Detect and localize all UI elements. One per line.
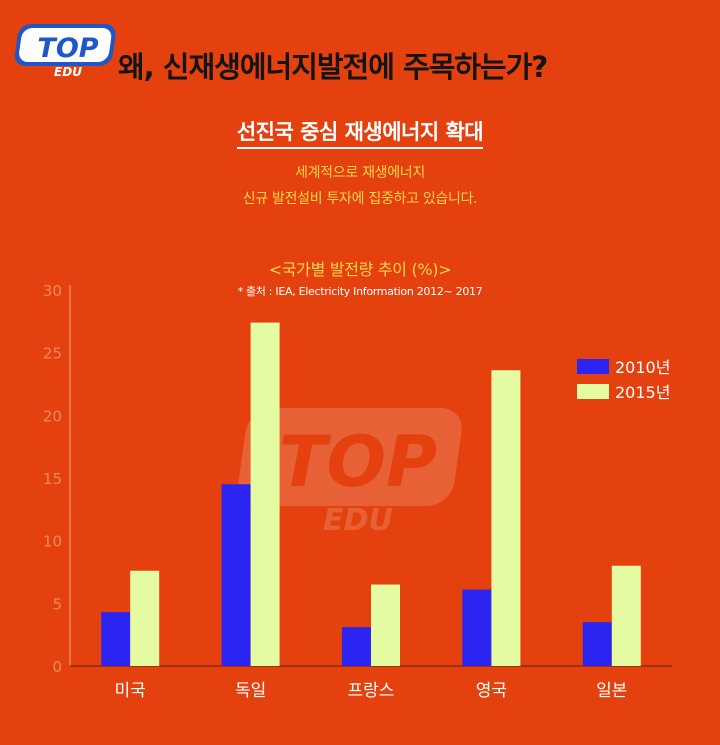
bar-2010년-일본 (582, 622, 612, 666)
section-title-text: 선진국 중심 재생에너지 확대 (236, 120, 484, 149)
bar-2010년-미국 (101, 612, 131, 666)
legend-swatch-2010년 (577, 359, 609, 374)
bar-2015년-프랑스 (371, 584, 400, 666)
section-description-line-2: 신규 발전설비 투자에 집중하고 있습니다. (242, 191, 478, 207)
logo-shape (14, 24, 116, 66)
legend-label: 2010년 (615, 358, 670, 377)
chart-source: * 출처 : IEA, Electricity Information 2012… (237, 285, 483, 298)
y-tick-label: 15 (43, 470, 62, 488)
logo-subtext: EDU (54, 65, 82, 79)
y-tick-label: 10 (43, 533, 62, 551)
page-title: 왜, 신재생에너지발전에 주목하는가? (118, 50, 548, 84)
watermark-text: TOP (279, 421, 438, 503)
legend-swatch-2015년 (577, 384, 609, 399)
x-tick-label: 독일 (235, 681, 266, 701)
section-description-line-1: 세계적으로 재생에너지 (295, 165, 425, 181)
bar-2015년-영국 (491, 370, 521, 666)
logo-text: TOP (37, 33, 98, 64)
y-tick-label: 20 (43, 407, 62, 425)
chart-title: <국가별 발전량 추이 (%)> (268, 260, 452, 279)
x-tick-label: 영국 (476, 681, 507, 701)
section-title: 선진국 중심 재생에너지 확대 (0, 116, 720, 149)
watermark-logo: TOP EDU (238, 408, 462, 535)
x-tick-label: 프랑스 (348, 681, 395, 701)
bar-2015년-독일 (250, 322, 280, 666)
bar-2015년-미국 (130, 570, 160, 666)
x-tick-label: 미국 (115, 681, 146, 701)
bar-2010년-프랑스 (342, 627, 371, 666)
y-tick-label: 5 (52, 595, 62, 613)
bar-2010년-독일 (221, 484, 251, 666)
y-tick-label: 0 (52, 658, 62, 676)
bar-2010년-영국 (462, 589, 492, 666)
watermark-subtext: EDU (323, 503, 393, 535)
y-tick-label: 30 (43, 282, 62, 300)
top-edu-logo: TOP EDU (14, 24, 116, 79)
y-tick-label: 25 (43, 345, 62, 363)
x-tick-label: 일본 (596, 681, 627, 701)
bar-2015년-일본 (611, 565, 641, 666)
legend-label: 2015년 (615, 383, 670, 402)
